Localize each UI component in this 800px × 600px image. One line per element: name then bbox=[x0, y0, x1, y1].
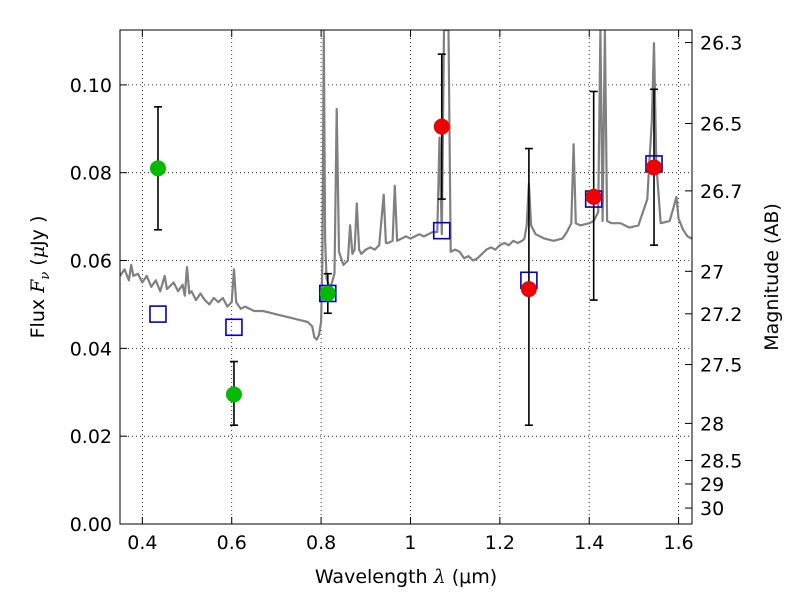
y-tick-label: 0.04 bbox=[70, 338, 112, 360]
right-tick-label: 26.7 bbox=[700, 181, 742, 203]
data-point bbox=[225, 386, 242, 403]
y-tick-label: 0.10 bbox=[70, 75, 112, 97]
right-tick-label: 27.5 bbox=[700, 355, 742, 377]
right-tick-label: 29 bbox=[700, 474, 724, 496]
data-point bbox=[585, 188, 602, 205]
right-tick-label: 30 bbox=[700, 498, 724, 520]
x-tick-label: 1.4 bbox=[574, 532, 604, 554]
x-tick-label: 0.4 bbox=[127, 532, 157, 554]
data-point bbox=[319, 285, 336, 302]
data-point bbox=[149, 160, 166, 177]
right-tick-label: 27 bbox=[700, 261, 724, 283]
y-axis-title: Flux Fν (μJy ) bbox=[27, 216, 53, 339]
x-axis-title: Wavelength λ (μm) bbox=[315, 566, 497, 588]
y-tick-label: 0.08 bbox=[70, 163, 112, 185]
model-square bbox=[225, 318, 243, 337]
x-tick-label: 1 bbox=[404, 532, 416, 554]
observed-points bbox=[149, 118, 663, 403]
y-tick-label: 0.02 bbox=[70, 426, 112, 448]
x-tick-label: 1.2 bbox=[485, 532, 515, 554]
data-point bbox=[433, 118, 450, 135]
plot-frame bbox=[119, 29, 693, 525]
model-spectrum bbox=[120, 30, 692, 341]
ticks: 0.4 0.6 0.8 1 1.2 1.4 1.6 0.00 0.02 0.04 0.06 0.08 0… bbox=[70, 30, 742, 554]
right-tick-label: 26.5 bbox=[700, 114, 742, 136]
data-point bbox=[646, 159, 663, 176]
data-point bbox=[520, 281, 537, 298]
right-tick-label: 28.5 bbox=[700, 451, 742, 473]
right-tick-label: 28 bbox=[700, 413, 724, 435]
right-axis-title: Magnitude (AB) bbox=[761, 203, 783, 351]
y-tick-label: 0.06 bbox=[70, 251, 112, 273]
right-tick-label: 27.2 bbox=[700, 304, 742, 326]
plot-background bbox=[120, 30, 692, 524]
model-square bbox=[149, 305, 167, 323]
model-square bbox=[432, 221, 451, 240]
x-tick-label: 0.8 bbox=[306, 532, 336, 554]
x-tick-label: 0.6 bbox=[217, 532, 247, 554]
spectrum-line bbox=[120, 30, 692, 341]
x-tick-label: 1.6 bbox=[663, 532, 693, 554]
plot-area bbox=[120, 30, 692, 427]
right-tick-label: 26.3 bbox=[700, 32, 742, 54]
y-tick-label: 0.00 bbox=[70, 514, 112, 536]
